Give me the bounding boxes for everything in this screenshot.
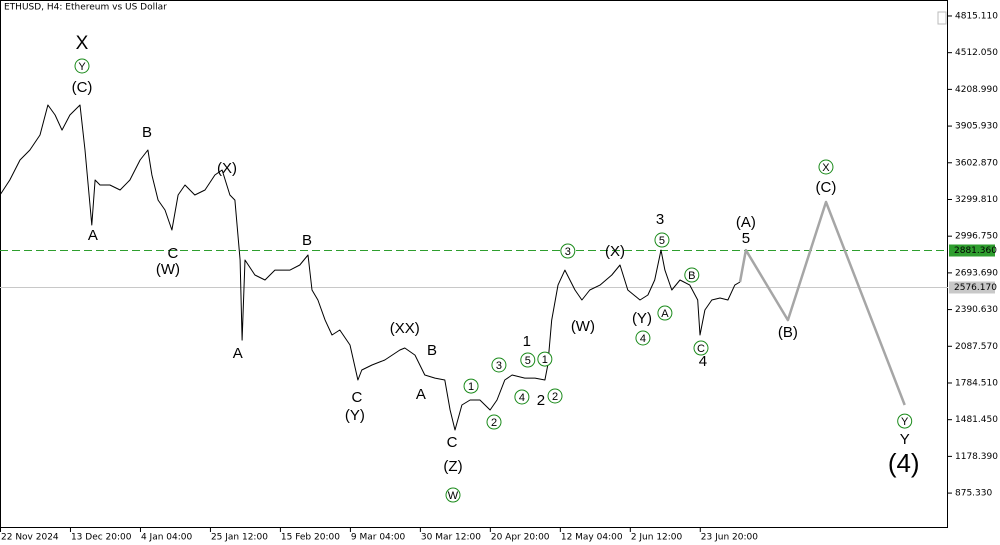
y-tick-label: 1784.510 bbox=[955, 378, 998, 388]
wave-label: Y bbox=[901, 416, 909, 428]
wave-circle bbox=[897, 413, 913, 429]
wave-label: C bbox=[167, 245, 178, 262]
wave-label: 2 bbox=[552, 391, 558, 403]
y-tick-label: 2087.570 bbox=[955, 342, 998, 352]
wave-label: W bbox=[448, 490, 459, 502]
wave-label: 4 bbox=[699, 353, 707, 370]
wave-circle bbox=[537, 351, 553, 367]
wave-circle bbox=[514, 389, 530, 405]
wave-circle bbox=[684, 267, 700, 283]
x-tick-label: 12 May 04:00 bbox=[561, 533, 623, 543]
wave-label: 3 bbox=[496, 360, 502, 372]
plot-frame bbox=[0, 0, 948, 528]
wave-label: (A) bbox=[736, 214, 756, 231]
price-tag bbox=[949, 281, 995, 294]
wave-label: (C) bbox=[72, 79, 93, 96]
chart-title: ETHUSD, H4: Ethereum vs US Dollar bbox=[4, 3, 167, 13]
wave-label: A bbox=[661, 308, 669, 320]
wave-label: 2 bbox=[491, 417, 497, 429]
wave-label: A bbox=[233, 345, 243, 362]
wave-label: 1 bbox=[542, 354, 548, 366]
wave-label: 5 bbox=[742, 230, 750, 247]
y-tick-label: 875.330 bbox=[955, 489, 992, 499]
y-tick-label: 3299.810 bbox=[955, 195, 998, 205]
x-tick-label: 9 Mar 04:00 bbox=[351, 533, 406, 543]
wave-label: 1 bbox=[523, 333, 531, 350]
x-tick-label: 2 Jun 12:00 bbox=[631, 533, 683, 543]
wave-circle bbox=[491, 357, 507, 373]
wave-label: (X) bbox=[605, 243, 625, 260]
wave-circle bbox=[657, 305, 673, 321]
wave-circle bbox=[74, 58, 90, 74]
wave-circle bbox=[547, 388, 563, 404]
price-line-series bbox=[738, 200, 906, 406]
wave-circle bbox=[560, 243, 576, 259]
wave-label: (Z) bbox=[443, 458, 462, 475]
wave-label: C bbox=[351, 389, 362, 406]
x-tick-label: 22 Nov 2024 bbox=[1, 533, 59, 543]
y-tick-label: 4208.990 bbox=[955, 85, 998, 95]
wave-label: A bbox=[88, 227, 98, 244]
price-tag-label: 2576.170 bbox=[954, 283, 997, 293]
wave-label: X bbox=[822, 162, 830, 174]
wave-circle bbox=[635, 330, 651, 346]
wave-circle bbox=[486, 414, 502, 430]
wave-circle bbox=[818, 159, 834, 175]
y-tick-label: 4815.110 bbox=[955, 11, 998, 21]
wave-label: 1 bbox=[468, 381, 474, 393]
price-tag bbox=[949, 244, 995, 257]
y-tick-label: 3602.870 bbox=[955, 158, 998, 168]
wave-label: 5 bbox=[659, 235, 665, 247]
x-tick-label: 23 Jun 20:00 bbox=[701, 533, 758, 543]
wave-label: C bbox=[697, 343, 705, 355]
wave-label: 5 bbox=[525, 355, 531, 367]
wave-label: (Y) bbox=[632, 310, 652, 327]
wave-label: (C) bbox=[816, 179, 837, 196]
y-tick-label: 2390.630 bbox=[955, 305, 998, 315]
wave-label: B bbox=[688, 270, 695, 282]
x-tick-label: 4 Jan 04:00 bbox=[141, 533, 193, 543]
wave-circle bbox=[693, 340, 709, 356]
wave-label: C bbox=[447, 434, 458, 451]
wave-circle bbox=[654, 232, 670, 248]
wave-label: (X) bbox=[217, 160, 237, 177]
wave-label: 4 bbox=[640, 333, 646, 345]
wave-label: B bbox=[302, 232, 312, 249]
x-tick-label: 20 Apr 20:00 bbox=[491, 533, 550, 543]
y-tick-label: 4512.050 bbox=[955, 48, 998, 58]
y-tick-label: 1481.450 bbox=[955, 415, 998, 425]
x-tick-label: 30 Mar 12:00 bbox=[421, 533, 481, 543]
wave-label: (W) bbox=[156, 261, 180, 278]
wave-label: Y bbox=[900, 431, 910, 448]
price-tag-label: 2881.360 bbox=[954, 246, 997, 256]
wave-label: 4 bbox=[519, 392, 525, 404]
wave-circle bbox=[463, 378, 479, 394]
y-tick-label: 2996.750 bbox=[955, 232, 998, 242]
wave-label: B bbox=[142, 124, 152, 141]
wave-label: 3 bbox=[656, 211, 664, 228]
wave-circle bbox=[520, 352, 536, 368]
panel-icon bbox=[937, 11, 947, 25]
x-tick-label: 13 Dec 20:00 bbox=[71, 533, 132, 543]
price-line-series bbox=[0, 104, 741, 431]
x-tick-label: 15 Feb 20:00 bbox=[281, 533, 340, 543]
wave-label: (W) bbox=[571, 318, 595, 335]
y-tick-label: 1178.390 bbox=[955, 452, 998, 462]
wave-label: Y bbox=[78, 61, 86, 73]
wave-label: B bbox=[427, 342, 437, 359]
wave-label: (Y) bbox=[345, 407, 365, 424]
wave-label: (B) bbox=[778, 324, 798, 341]
wave-label: 3 bbox=[565, 246, 571, 258]
wave-label: (XX) bbox=[390, 320, 420, 337]
y-tick-label: 2693.690 bbox=[955, 268, 998, 278]
wave-label: (4) bbox=[888, 448, 920, 478]
wave-circle bbox=[445, 487, 461, 503]
wave-label: A bbox=[416, 386, 426, 403]
y-tick-label: 3905.930 bbox=[955, 122, 998, 132]
x-tick-label: 25 Jan 12:00 bbox=[211, 533, 268, 543]
wave-label: 2 bbox=[537, 392, 545, 409]
wave-label: X bbox=[76, 33, 89, 54]
